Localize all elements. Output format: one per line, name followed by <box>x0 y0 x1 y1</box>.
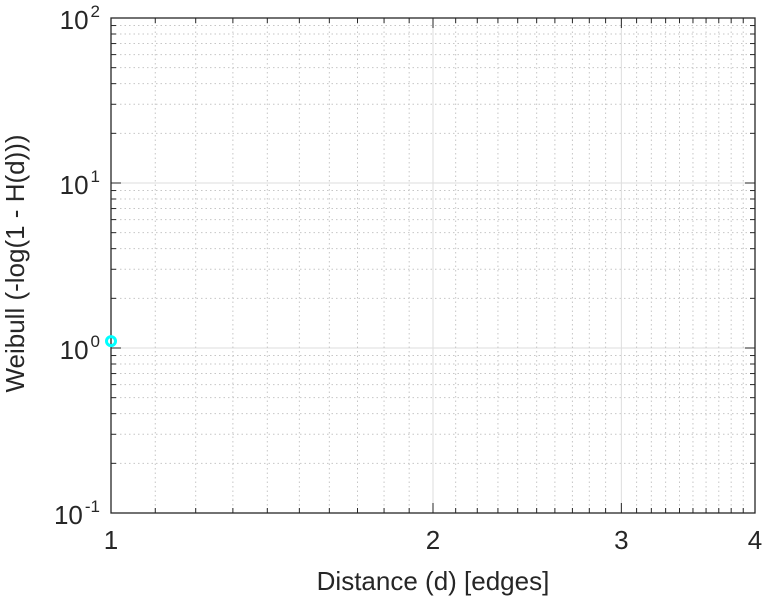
y-tick-label: 10 2 <box>60 2 100 35</box>
x-tick-label: 2 <box>426 525 440 555</box>
data-points <box>105 335 117 348</box>
y-axis-label: Weibull (-log(1 - H(d))) <box>0 134 30 392</box>
x-axis-tick-labels: 1 2 3 4 <box>104 525 762 555</box>
x-tick-label: 4 <box>748 525 762 555</box>
y-tick-label: 10 1 <box>60 167 100 200</box>
y-tick-label: 10 -1 <box>54 497 100 530</box>
x-axis-label: Distance (d) [edges] <box>317 566 550 596</box>
grid-lines <box>111 18 755 513</box>
data-point <box>105 335 117 348</box>
x-tick-label: 3 <box>614 525 628 555</box>
x-tick-label: 1 <box>104 525 118 555</box>
y-tick-label: 10 0 <box>60 332 100 365</box>
axis-ticks <box>110 18 756 514</box>
